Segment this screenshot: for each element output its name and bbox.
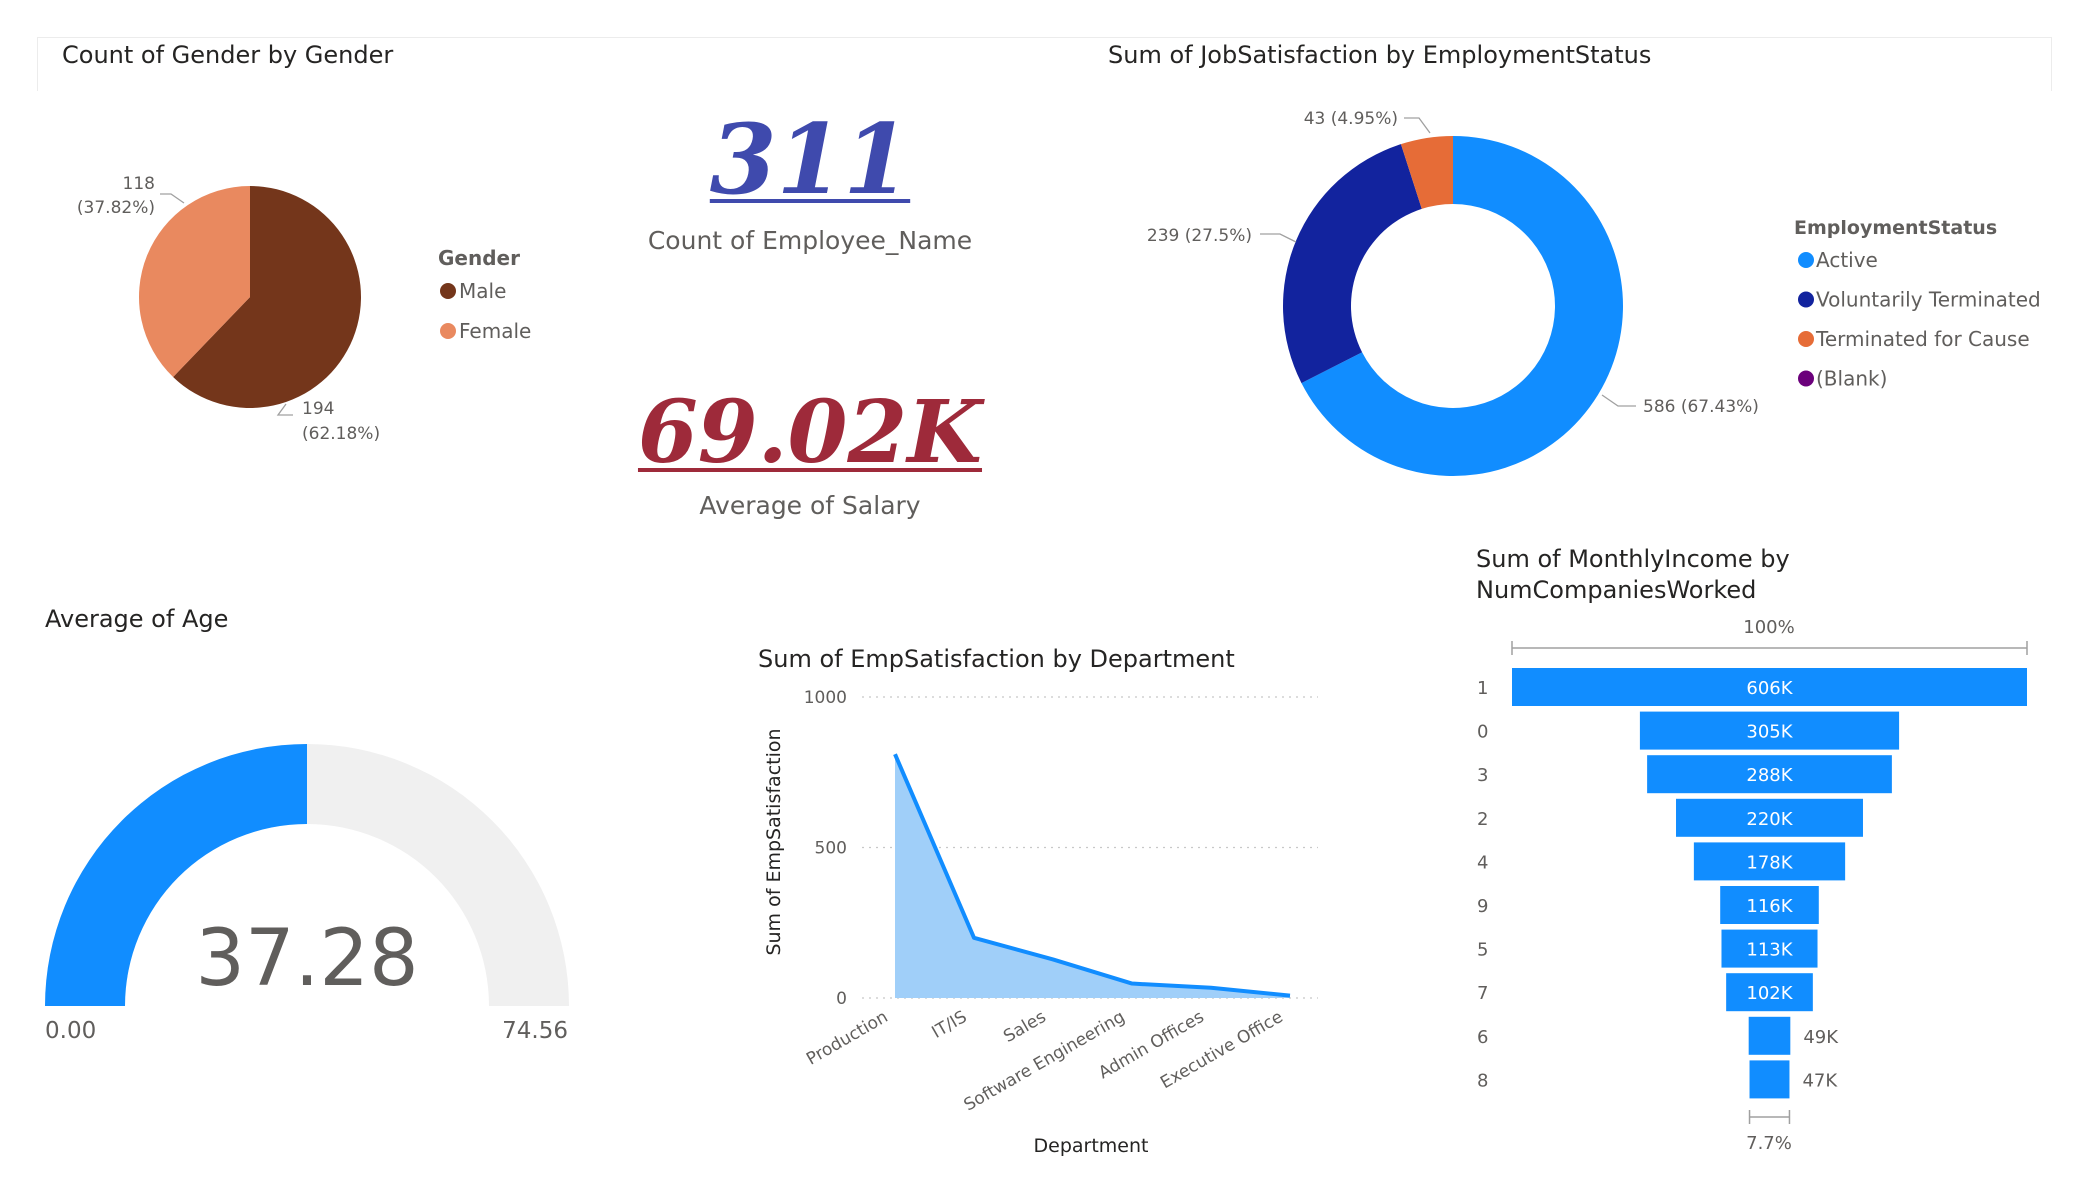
funnel-value-label: 220K [1746, 809, 1793, 830]
donut-leader-2 [1404, 117, 1431, 134]
area-y-axis-title: Sum of EmpSatisfaction [763, 728, 785, 955]
legend-male-marker [440, 283, 456, 299]
funnel-bar[interactable] [1647, 755, 1892, 794]
legend-male-label[interactable]: Male [459, 279, 506, 303]
gauge-min-label: 0.00 [45, 1018, 96, 1044]
gender-legend-title: Gender [438, 246, 520, 270]
funnel-value-label: 288K [1746, 765, 1793, 786]
funnel-bottom-percent: 7.7% [1746, 1133, 1792, 1154]
funnel-category-label: 2 [1477, 809, 1488, 830]
area-fill [895, 754, 1290, 998]
legend-item-label[interactable]: Voluntarily Terminated [1816, 288, 2041, 312]
donut-slice-active[interactable] [1301, 136, 1624, 476]
area-x-axis-title: Department [1034, 1135, 1149, 1157]
area-y-tick-label: 0 [836, 989, 847, 1009]
pie-leader-female [160, 193, 185, 204]
legend-female-label[interactable]: Female [459, 319, 531, 343]
funnel-category-label: 9 [1477, 896, 1488, 917]
employee-count-label: Count of Employee_Name [647, 226, 973, 255]
funnel-value-label: 113K [1746, 940, 1793, 961]
legend-marker [1798, 370, 1814, 387]
pie-label-female-count: 118 [123, 174, 155, 194]
legend-female-marker [440, 323, 456, 339]
funnel-category-label: 6 [1477, 1027, 1488, 1048]
funnel-top-percent: 100% [1743, 617, 1794, 638]
funnel-value-label: 305K [1746, 722, 1793, 743]
visual-container-border [37, 37, 2052, 91]
gauge-value: 37.28 [195, 914, 418, 1004]
legend-item-label[interactable]: Terminated for Cause [1815, 327, 2030, 351]
average-salary-value: 69.02K [637, 382, 983, 483]
pie-slice-female[interactable] [138, 186, 250, 378]
gender-chart-title: Count of Gender by Gender [62, 41, 394, 69]
funnel-bar[interactable] [1721, 929, 1818, 968]
funnel-value-label: 49K [1803, 1027, 1839, 1048]
funnel-category-label: 1 [1477, 678, 1488, 699]
funnel-category-label: 7 [1477, 983, 1488, 1004]
gauge-fill[interactable] [45, 744, 307, 1006]
funnel-bar[interactable] [1726, 973, 1813, 1012]
donut-data-label: 43 (4.95%) [1304, 109, 1398, 129]
pie-label-male-count: 194 [302, 399, 334, 419]
funnel-value-label: 606K [1746, 678, 1793, 699]
age-gauge-title: Average of Age [45, 605, 229, 633]
gauge-max-label: 74.56 [502, 1018, 568, 1044]
donut-leader-0 [1601, 394, 1636, 407]
funnel-category-label: 5 [1477, 940, 1488, 961]
donut-slice-voluntarily-terminated[interactable] [1283, 144, 1422, 384]
funnel-bar[interactable] [1749, 1060, 1790, 1099]
donut-slice-terminated-for-cause[interactable] [1400, 136, 1453, 209]
funnel-category-label: 3 [1477, 765, 1488, 786]
funnel-category-label: 4 [1477, 852, 1488, 873]
employment-legend-title: EmploymentStatus [1794, 217, 1997, 239]
monthly-income-chart-title-line1: Sum of MonthlyIncome by [1476, 545, 1790, 573]
funnel-bar[interactable] [1748, 1016, 1791, 1055]
legend-item-label[interactable]: (Blank) [1816, 367, 1887, 391]
funnel-bar[interactable] [1512, 668, 2027, 706]
area-y-tick-label: 500 [815, 839, 847, 859]
job-satisfaction-chart-title: Sum of JobSatisfaction by EmploymentStat… [1108, 41, 1652, 69]
funnel-value-label: 47K [1802, 1070, 1838, 1091]
average-salary-label: Average of Salary [699, 491, 921, 520]
pie-label-female-percent: (37.82%) [77, 198, 155, 218]
pie-slice-male[interactable] [173, 186, 361, 409]
legend-item-label[interactable]: Active [1816, 248, 1878, 272]
pie-leader-male [276, 403, 293, 416]
donut-data-label: 586 (67.43%) [1643, 397, 1759, 417]
employee-count-value: 311 [709, 103, 911, 216]
funnel-bar[interactable] [1639, 711, 1900, 750]
funnel-bar[interactable] [1720, 886, 1819, 924]
funnel-bar[interactable] [1693, 842, 1846, 881]
monthly-income-chart-title-line2: NumCompaniesWorked [1476, 576, 1757, 604]
legend-marker [1798, 252, 1814, 268]
funnel-value-label: 102K [1746, 983, 1793, 1004]
donut-leader-1 [1260, 233, 1297, 243]
funnel-category-label: 8 [1477, 1070, 1488, 1091]
area-y-tick-label: 1000 [804, 688, 847, 708]
funnel-category-label: 0 [1477, 722, 1488, 743]
legend-marker [1798, 291, 1814, 308]
emp-satisfaction-chart-title: Sum of EmpSatisfaction by Department [758, 645, 1235, 673]
pie-label-male-percent: (62.18%) [302, 424, 380, 444]
funnel-bar[interactable] [1676, 798, 1863, 837]
legend-marker [1798, 331, 1814, 347]
donut-data-label: 239 (27.5%) [1147, 226, 1252, 246]
funnel-value-label: 178K [1746, 852, 1793, 873]
funnel-value-label: 116K [1746, 896, 1793, 917]
area-line[interactable] [893, 753, 1291, 998]
